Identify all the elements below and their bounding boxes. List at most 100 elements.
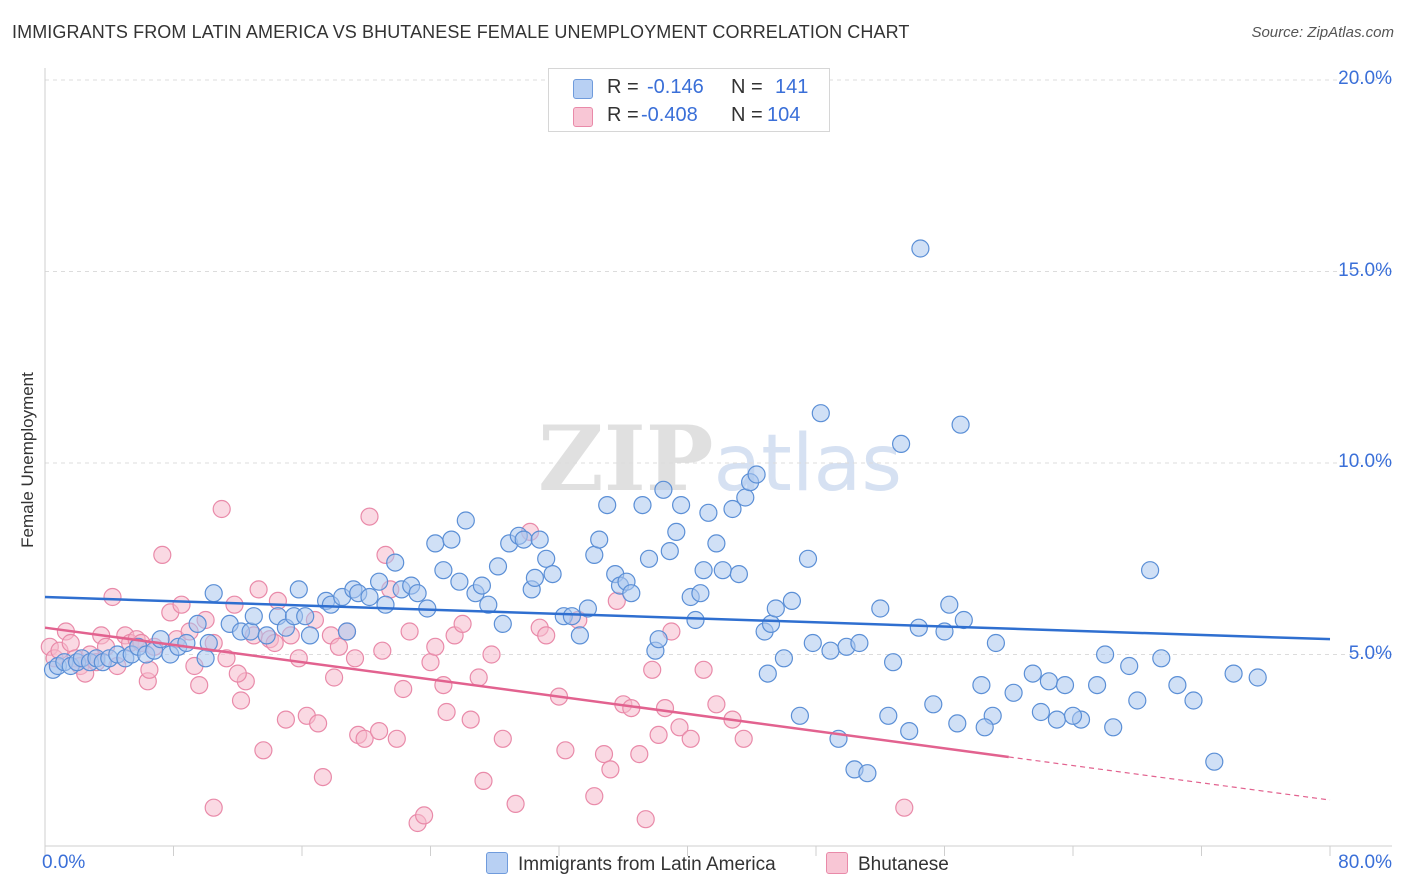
latin-america-point [1184, 691, 1203, 710]
bottom-legend-swatch-pink [826, 852, 848, 874]
bhutanese-point [370, 721, 389, 741]
bhutanese-point [217, 649, 236, 668]
legend-n-value: 141 [775, 76, 809, 98]
latin-america-point [707, 534, 726, 553]
latin-america-point [736, 488, 755, 507]
latin-america-point [514, 530, 533, 549]
latin-america-point [649, 630, 668, 649]
latin-america-points [43, 239, 1267, 783]
latin-america-point [386, 553, 405, 572]
latin-america-point [188, 614, 207, 634]
legend-n-label: N = [731, 76, 763, 98]
latin-america-point [488, 557, 508, 576]
latin-america-point [289, 580, 308, 599]
latin-america-point [244, 607, 263, 626]
bhutanese-point [895, 798, 914, 817]
bhutanese-point [649, 725, 668, 745]
bhutanese-point [670, 718, 689, 737]
bhutanese-point [329, 637, 348, 656]
bottom-legend-bhutanese: Bhutanese [826, 852, 949, 876]
latin-america-point [723, 499, 742, 519]
latin-america-point [766, 599, 785, 618]
x-tick-right: 80.0% [1338, 852, 1392, 873]
latin-america-point [747, 465, 766, 484]
latin-america-point [639, 549, 659, 568]
bhutanese-point [506, 794, 525, 814]
legend-row-latin-america: R = -0.146 N = 141 [549, 73, 829, 103]
latin-america-point [713, 561, 732, 580]
latin-america-point [686, 610, 705, 630]
latin-america-point [871, 599, 890, 618]
bhutanese-point [190, 675, 209, 695]
bhutanese-point [228, 664, 247, 683]
bhutanese-trend-extension [1008, 756, 1331, 801]
latin-america-point [543, 564, 562, 584]
latin-america-point [456, 511, 475, 530]
legend-r-label: R = [607, 104, 639, 126]
latin-america-point [858, 764, 877, 783]
latin-america-point [671, 496, 691, 515]
bhutanese-point [254, 741, 273, 760]
latin-america-point [1047, 710, 1067, 729]
latin-america-point [598, 496, 617, 515]
latin-america-point [479, 595, 498, 614]
latin-america-point [1063, 706, 1083, 725]
latin-america-point [667, 522, 686, 542]
latin-america-point [537, 549, 556, 568]
y-tick-20: 20.0% [1338, 68, 1392, 89]
bottom-legend-label: Bhutanese [858, 854, 949, 875]
bhutanese-point [394, 679, 413, 699]
latin-america-point [761, 614, 781, 634]
latin-america-point [811, 404, 830, 423]
latin-america-point [376, 595, 395, 614]
bhutanese-point [415, 806, 434, 825]
latin-america-point [525, 568, 545, 588]
latin-america-point [570, 626, 590, 645]
bhutanese-point [585, 787, 604, 806]
latin-america-point [562, 607, 582, 626]
watermark: ZIPatlas [538, 406, 902, 512]
bhutanese-point [360, 507, 379, 526]
bhutanese-point [493, 729, 512, 748]
bhutanese-point [268, 591, 287, 611]
bhutanese-point [594, 744, 614, 764]
latin-america-point [196, 649, 215, 668]
latin-america-point [450, 572, 469, 591]
latin-america-point [883, 653, 903, 672]
latin-america-point [442, 530, 461, 549]
latin-america-point [729, 564, 749, 584]
latin-america-point [1039, 672, 1059, 691]
bhutanese-point [734, 729, 753, 748]
latin-america-point [370, 572, 389, 591]
latin-america-point [337, 622, 357, 641]
latin-america-point [204, 584, 223, 603]
latin-america-point [691, 584, 710, 603]
bhutanese-point [601, 760, 620, 779]
latin-america-point [954, 610, 973, 630]
legend-r-value: -0.146 [647, 76, 704, 98]
latin-america-point [940, 595, 959, 614]
latin-america-point [578, 599, 598, 618]
latin-america-point [585, 545, 604, 565]
stats-legend: R = -0.146 N = 141 R = -0.408 N = 104 [548, 68, 830, 132]
latin-america-point [1152, 649, 1171, 668]
latin-america-point [241, 622, 260, 641]
bhutanese-point [153, 545, 172, 565]
latin-america-point [986, 633, 1006, 653]
latin-america-point [850, 633, 869, 653]
latin-america-point [972, 675, 991, 695]
trend-lines [44, 595, 1331, 801]
latin-america-point [1168, 675, 1187, 695]
latin-america-point [1087, 675, 1107, 695]
latin-america-point [1248, 668, 1267, 687]
latin-america-point [1128, 691, 1147, 710]
bottom-legend-swatch-blue [486, 852, 508, 874]
latin-america-point [530, 530, 549, 549]
latin-america-point [296, 607, 315, 626]
bhutanese-point [681, 729, 700, 748]
bhutanese-point [204, 798, 223, 817]
bhutanese-point [694, 660, 713, 679]
legend-n-label: N = [731, 104, 763, 126]
latin-america-point [1224, 664, 1243, 683]
